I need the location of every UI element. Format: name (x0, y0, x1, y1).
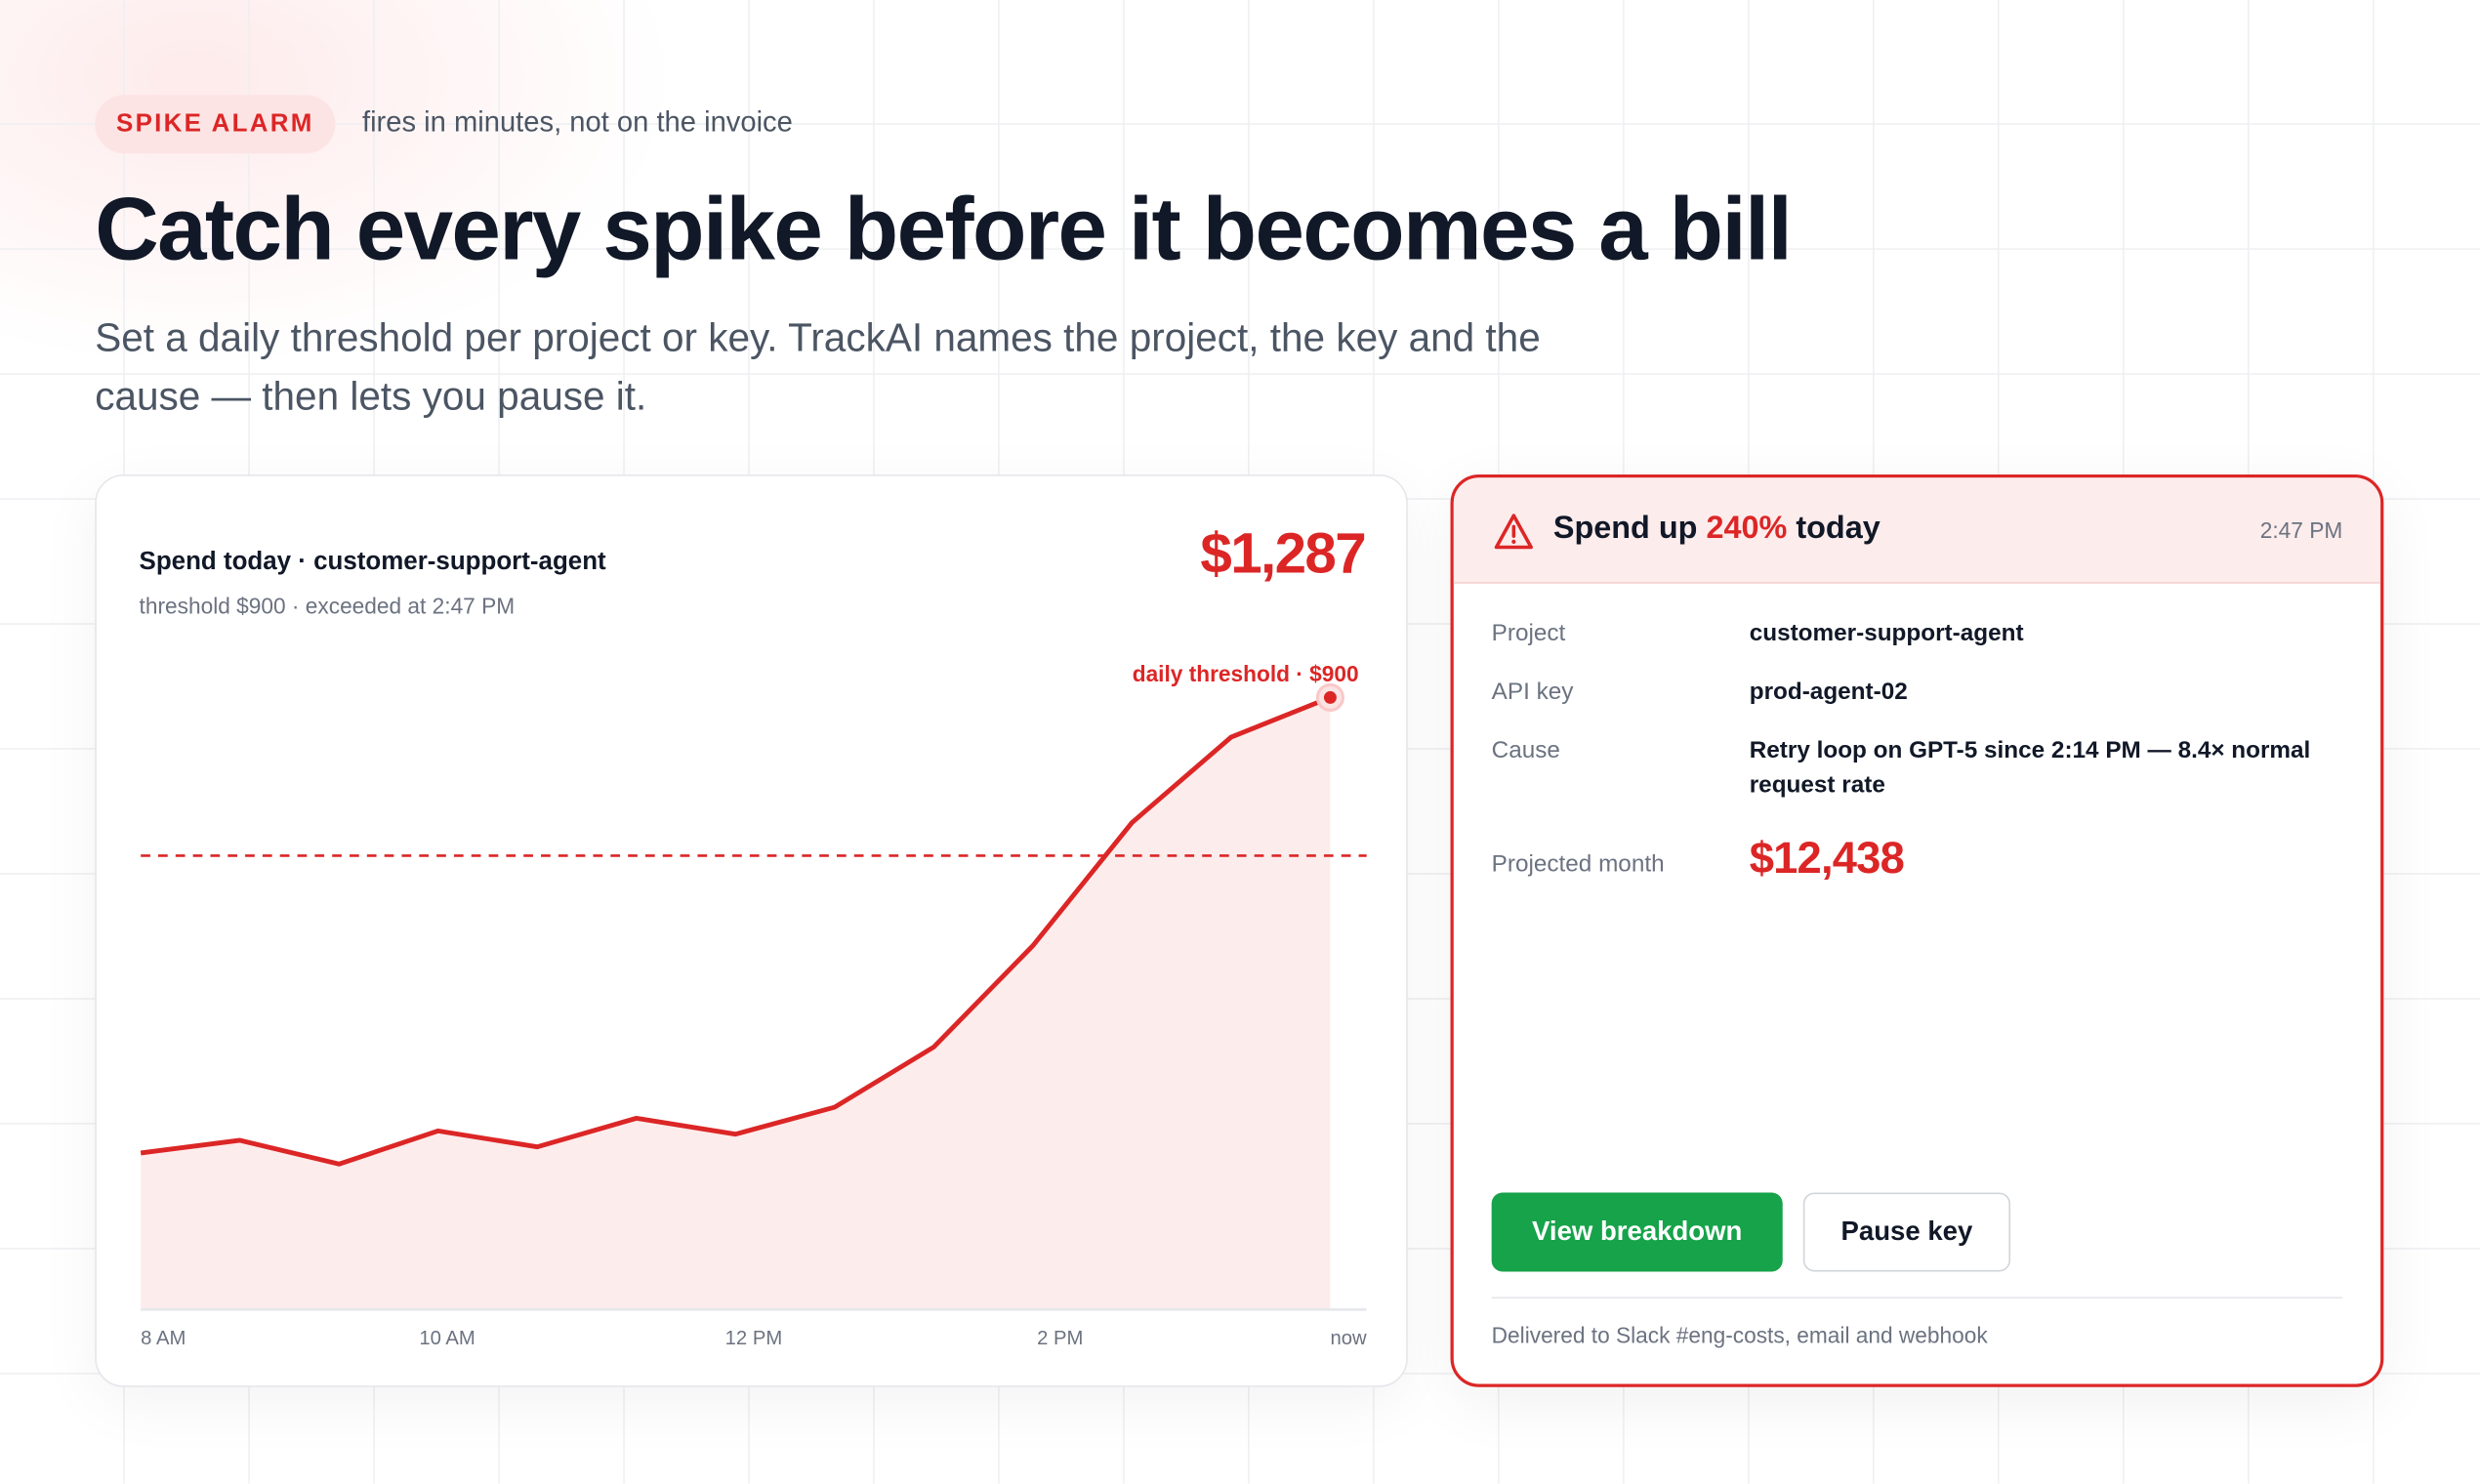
heading: Catch every spike before it becomes a bi… (95, 179, 1793, 279)
row-label: Cause (1491, 736, 1560, 764)
row-label: Project (1491, 620, 1566, 647)
area (141, 697, 1331, 1310)
title-pct: 240% (1706, 511, 1788, 546)
badge: SPIKE ALARM (95, 95, 336, 154)
projected-label: Projected month (1491, 850, 1665, 879)
row-value: prod-agent-02 (1749, 678, 1908, 706)
x-tick-label: 12 PM (725, 1328, 783, 1349)
tagline: fires in minutes, not on the invoice (361, 105, 793, 138)
divider (1491, 1297, 2343, 1299)
pause-key-button[interactable]: Pause key (1802, 1192, 2011, 1272)
alert-footer: Delivered to Slack #eng-costs, email and… (1491, 1322, 1988, 1348)
warning-icon (1494, 514, 1533, 550)
x-tick-label: 2 PM (1037, 1328, 1083, 1349)
total-value: $1,287 (1200, 519, 1366, 586)
alert-title: Spend up 240% today (1553, 511, 1881, 547)
alert-header: Spend up 240% today 2:47 PM (1453, 477, 2381, 584)
row-value: customer-support-agent (1749, 620, 2024, 647)
chart-card: Spend today · customer-support-agent thr… (95, 474, 1408, 1387)
alert-card: Spend up 240% today 2:47 PM Project custo… (1450, 474, 2384, 1387)
subheading: Set a daily threshold per project or key… (95, 316, 1541, 420)
chart-subtitle: threshold $900 · exceeded at 2:47 PM (139, 593, 516, 619)
line (140, 695, 1332, 1167)
projected-value: $12,438 (1749, 833, 1905, 883)
row-label: API key (1491, 678, 1574, 706)
view-breakdown-button[interactable]: View breakdown (1491, 1192, 1783, 1272)
title-suffix: today (1796, 511, 1881, 546)
row-value: Retry loop on GPT-5 since 2:14 PM — 8.4×… (1749, 736, 2311, 800)
alert-time: 2:47 PM (2259, 516, 2343, 543)
x-tick-label: 8 AM (141, 1328, 186, 1349)
chart: daily threshold · $900 8 AM 10 AM 12 PM 2 PM… (140, 661, 1368, 1349)
x-tick-label: now (1331, 1328, 1368, 1349)
chart-title: Spend today · customer-support-agent (139, 549, 606, 576)
x-tick-label: 10 AM (419, 1328, 475, 1349)
end-point (1323, 690, 1337, 704)
threshold-label: daily threshold · $900 (1133, 661, 1359, 686)
title-prefix: Spend up (1552, 511, 1698, 546)
